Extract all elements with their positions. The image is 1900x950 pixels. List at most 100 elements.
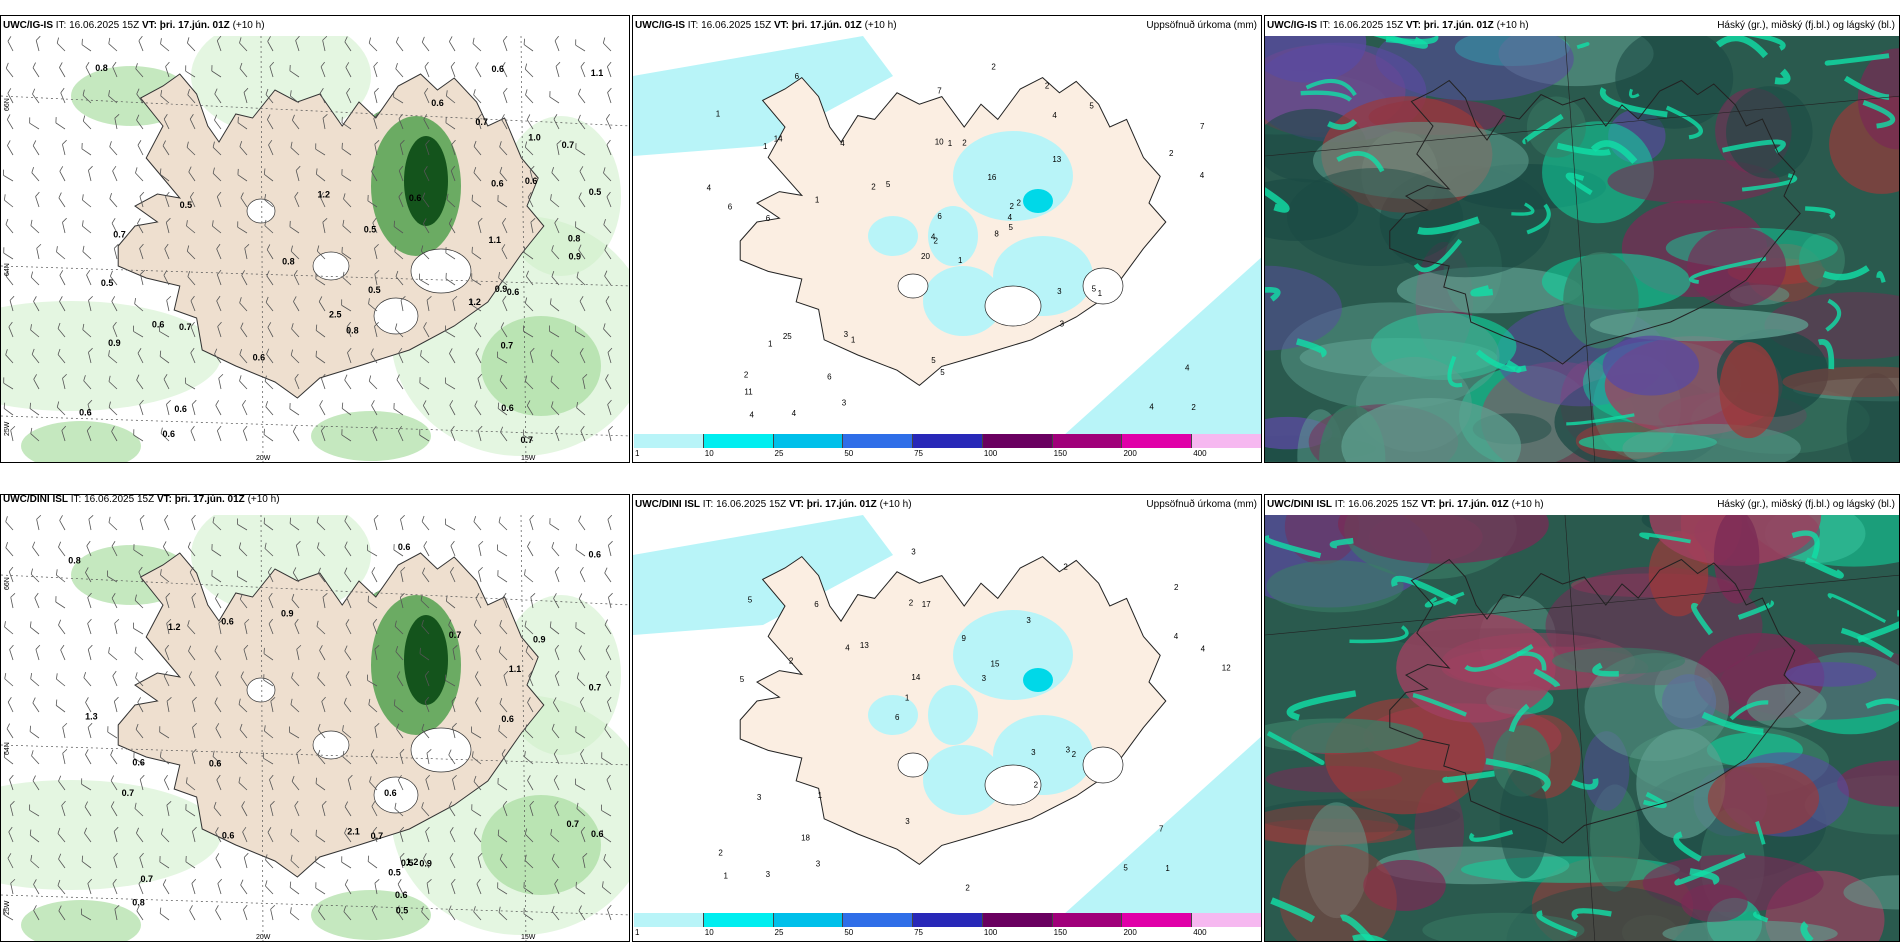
precip-core <box>404 615 448 705</box>
precip-value: 3 <box>905 817 910 826</box>
wind-barb <box>62 748 68 765</box>
wind-barb <box>264 725 274 739</box>
wind-barb <box>344 36 352 52</box>
wind-barb <box>374 87 379 104</box>
wind-barb <box>322 593 328 609</box>
wind-barb <box>136 374 144 390</box>
wind-barb <box>475 348 482 364</box>
wind-barb <box>188 645 196 661</box>
cloud-layer <box>1589 308 1809 342</box>
precip-value: 20 <box>921 252 930 261</box>
cloud-contour <box>1329 537 1354 549</box>
wind-barb <box>500 426 508 442</box>
wind-barb <box>451 139 456 156</box>
wind-barb <box>578 593 586 609</box>
wind-barb <box>165 592 171 609</box>
wind-barb <box>189 567 196 583</box>
wind-barb <box>604 619 612 635</box>
wind-barb <box>372 618 378 635</box>
wind-barb <box>290 828 300 843</box>
wind-barb <box>317 567 326 583</box>
wind-barb <box>347 774 353 791</box>
wind-barb <box>554 878 560 895</box>
wind-barb <box>7 697 14 713</box>
wind-barb <box>137 218 144 234</box>
cloud-contour <box>1475 349 1527 373</box>
wind-barb <box>187 541 196 557</box>
wind-barb <box>136 905 144 921</box>
wind-barb <box>289 881 300 895</box>
wind-barb <box>88 515 94 531</box>
cloud-layer <box>1661 674 1717 730</box>
cloud-layer <box>1280 302 1500 410</box>
precip-value: 2 <box>1063 562 1068 571</box>
wind-barb <box>290 907 300 921</box>
wind-barb <box>3 751 14 765</box>
precip-max <box>1023 189 1053 213</box>
wind-barb <box>61 800 66 817</box>
precip-value: 2 <box>789 657 794 666</box>
wind-barb <box>315 143 326 156</box>
wind-barb <box>263 428 274 442</box>
wind-barb <box>341 402 352 416</box>
wind-barb <box>134 646 144 661</box>
wind-barb <box>113 696 119 713</box>
precip-map: 1122212248626720134101625511612114763445… <box>633 36 1261 436</box>
wind-barb <box>263 168 274 182</box>
wind-barb <box>526 114 534 130</box>
wind-barb <box>554 36 560 52</box>
wind-barb <box>398 191 404 208</box>
wind-barb <box>553 697 560 713</box>
wind-barb <box>34 592 40 609</box>
wind-barb <box>82 245 92 260</box>
wind-barb <box>399 592 405 609</box>
precip-max <box>1023 668 1053 692</box>
wind-barb <box>477 113 482 130</box>
cloud-layer <box>1583 731 1630 811</box>
colorbar-tick: 10 <box>704 928 714 937</box>
wind-barb <box>162 140 170 156</box>
precip-area <box>953 610 1073 700</box>
cloud-layer <box>1785 662 1877 687</box>
wind-barb <box>529 800 535 817</box>
wind-barb <box>394 323 404 338</box>
wind-barb <box>369 776 378 791</box>
wind-barb <box>188 166 196 182</box>
wind-barb <box>475 62 482 78</box>
cloud-contour <box>1592 662 1619 677</box>
wind-barb <box>475 645 482 661</box>
wind-barb <box>215 593 222 609</box>
wind-barb <box>473 89 482 104</box>
wind-barb <box>241 801 248 817</box>
wind-barb <box>212 750 222 765</box>
wind-barb <box>214 88 222 104</box>
wind-barb <box>423 541 430 557</box>
cloud-contour <box>1599 87 1668 118</box>
lon-label: 15W <box>521 934 536 941</box>
wind-barb <box>527 192 534 208</box>
wind-barb <box>295 540 301 557</box>
cloud-contour <box>1266 730 1325 765</box>
wind-barb <box>238 698 248 713</box>
precip-area <box>1063 257 1261 436</box>
wind-barb <box>110 775 118 791</box>
wind-barb <box>59 515 66 531</box>
wind-barb <box>497 570 508 583</box>
wind-barb <box>243 904 248 921</box>
precip-value: 0.6 <box>398 542 411 552</box>
precip-value: 0.7 <box>501 341 514 351</box>
wind-barb <box>399 852 405 869</box>
wind-barb <box>341 299 352 312</box>
wind-barb <box>424 696 430 713</box>
wind-barb <box>135 723 144 739</box>
precip-value: 0.6 <box>221 617 234 627</box>
wind-barb <box>239 297 248 312</box>
wind-barb <box>240 192 248 208</box>
cloud-contour <box>1533 668 1561 688</box>
wind-barb <box>421 802 430 817</box>
wind-barb <box>344 645 352 661</box>
precip-value: 1 <box>905 693 910 702</box>
wind-barb <box>474 400 482 416</box>
wind-barb <box>451 696 457 713</box>
wind-barb <box>160 427 170 442</box>
